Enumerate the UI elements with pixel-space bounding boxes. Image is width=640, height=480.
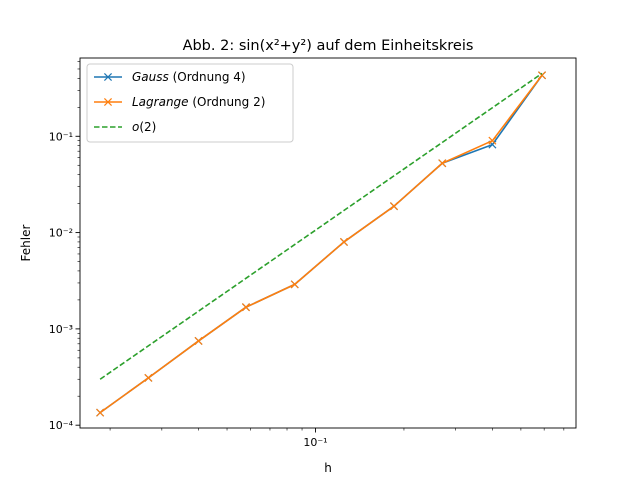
x-tick-label: 10⁻¹ <box>303 436 327 449</box>
legend-marker <box>103 97 113 107</box>
y-axis: 10⁻⁴ 10⁻³ 10⁻² 10⁻¹ <box>49 61 80 432</box>
y-tick-label: 10⁻⁴ <box>49 419 74 432</box>
y-tick-label: 10⁻³ <box>49 323 73 336</box>
data-point-marker <box>241 303 250 312</box>
legend-label-italic: o <box>132 120 139 134</box>
x-axis-label: h <box>324 461 332 475</box>
plot-frame <box>79 57 577 429</box>
legend-label: Lagrange (Ordnung 2) <box>132 95 265 109</box>
legend-label-rest: (Ordnung 4) <box>169 70 246 84</box>
data-point-marker <box>144 373 153 382</box>
legend-box <box>86 63 294 143</box>
series-line-2 <box>99 72 543 380</box>
plot-area <box>96 71 547 417</box>
chart-title: Abb. 2: sin(x²+y²) auf dem Einheitskreis <box>183 38 474 54</box>
legend-label-rest: (2) <box>139 120 156 134</box>
x-axis: 10⁻¹ <box>109 428 565 449</box>
legend-label: Gauss (Ordnung 4) <box>132 70 246 84</box>
legend-label-rest: (Ordnung 2) <box>189 95 266 109</box>
legend-label: o(2) <box>132 120 156 134</box>
series-line-1 <box>99 74 543 414</box>
legend-label-italic: Gauss <box>132 70 169 84</box>
data-point-marker <box>488 136 497 145</box>
legend-marker <box>103 72 113 82</box>
y-tick-label: 10⁻¹ <box>49 130 73 143</box>
data-point-marker <box>389 202 399 211</box>
data-point-marker <box>96 408 105 417</box>
data-point-marker <box>537 71 547 80</box>
data-point-marker <box>194 336 203 345</box>
data-point-marker <box>290 280 299 289</box>
legend-label-italic: Lagrange <box>132 95 189 109</box>
y-tick-label: 10⁻² <box>49 227 73 240</box>
y-axis-label: Fehler <box>19 224 33 261</box>
legend: Gauss (Ordnung 4) Lagrange (Ordnung 2) o(2… <box>86 63 294 143</box>
data-point-marker <box>339 237 348 246</box>
data-point-marker <box>438 159 447 168</box>
